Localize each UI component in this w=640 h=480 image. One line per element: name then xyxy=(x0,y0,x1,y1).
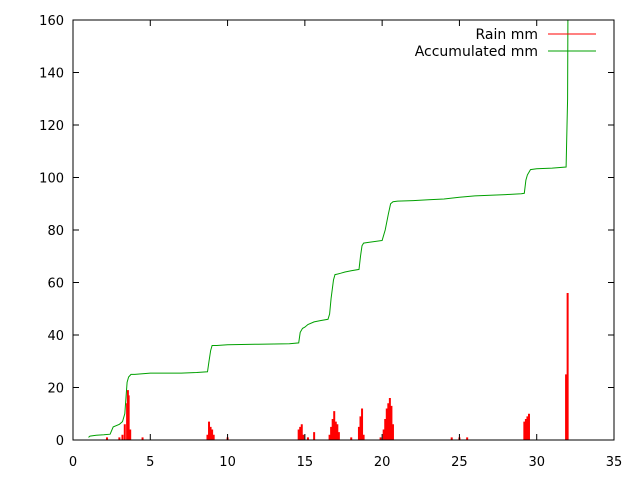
accumulated-series-line xyxy=(88,19,569,438)
x-tick-label: 5 xyxy=(146,455,154,470)
x-axis: 0 5 10 15 20 25 30 35 xyxy=(69,20,622,470)
y-tick-label: 120 xyxy=(39,119,64,134)
y-tick-label: 20 xyxy=(47,382,64,397)
rain-series xyxy=(106,293,569,440)
legend-label-accumulated: Accumulated mm xyxy=(415,44,538,60)
x-tick-label: 15 xyxy=(297,455,314,470)
y-tick-label: 0 xyxy=(56,434,64,449)
x-tick-label: 35 xyxy=(606,455,623,470)
legend: Rain mm Accumulated mm xyxy=(415,27,596,60)
x-tick-label: 30 xyxy=(528,455,545,470)
x-tick-label: 25 xyxy=(451,455,468,470)
y-tick-label: 100 xyxy=(39,172,64,187)
y-tick-label: 80 xyxy=(47,224,64,239)
y-tick-label: 60 xyxy=(47,277,64,292)
legend-label-rain: Rain mm xyxy=(476,27,539,43)
y-axis: 0 20 40 60 80 100 120 140 160 xyxy=(39,14,614,449)
y-tick-label: 40 xyxy=(47,329,64,344)
y-tick-label: 140 xyxy=(39,67,64,82)
x-tick-label: 20 xyxy=(374,455,391,470)
y-tick-label: 160 xyxy=(39,14,64,29)
x-tick-label: 10 xyxy=(219,455,236,470)
x-tick-label: 0 xyxy=(69,455,77,470)
